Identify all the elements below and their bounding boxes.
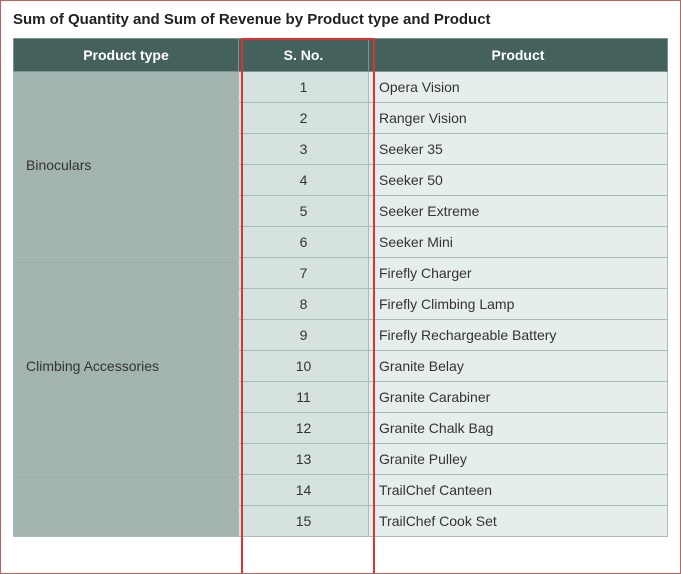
cell-sno: 3 bbox=[239, 134, 369, 165]
table-row: Binoculars1Opera Vision bbox=[14, 72, 668, 103]
cell-product: Firefly Climbing Lamp bbox=[369, 289, 668, 320]
cell-product-type bbox=[14, 475, 239, 537]
col-header-product-type: Product type bbox=[14, 39, 239, 72]
cell-product: Firefly Rechargeable Battery bbox=[369, 320, 668, 351]
cell-product: Seeker 50 bbox=[369, 165, 668, 196]
cell-product: Ranger Vision bbox=[369, 103, 668, 134]
cell-product: TrailChef Cook Set bbox=[369, 506, 668, 537]
cell-sno: 10 bbox=[239, 351, 369, 382]
col-header-sno: S. No. bbox=[239, 39, 369, 72]
cell-product: Granite Chalk Bag bbox=[369, 413, 668, 444]
cell-sno: 12 bbox=[239, 413, 369, 444]
col-header-product: Product bbox=[369, 39, 668, 72]
table-row: 14TrailChef Canteen bbox=[14, 475, 668, 506]
cell-product: Granite Belay bbox=[369, 351, 668, 382]
report-panel: Sum of Quantity and Sum of Revenue by Pr… bbox=[0, 0, 681, 574]
data-table: Product type S. No. Product Binoculars1O… bbox=[13, 38, 668, 537]
table-header-row: Product type S. No. Product bbox=[14, 39, 668, 72]
cell-sno: 11 bbox=[239, 382, 369, 413]
cell-product-type: Binoculars bbox=[14, 72, 239, 258]
cell-sno: 9 bbox=[239, 320, 369, 351]
table-body: Binoculars1Opera Vision2Ranger Vision3Se… bbox=[14, 72, 668, 537]
cell-sno: 5 bbox=[239, 196, 369, 227]
cell-product: Granite Pulley bbox=[369, 444, 668, 475]
cell-sno: 15 bbox=[239, 506, 369, 537]
cell-product: Granite Carabiner bbox=[369, 382, 668, 413]
cell-sno: 7 bbox=[239, 258, 369, 289]
cell-product: Seeker 35 bbox=[369, 134, 668, 165]
cell-product: Opera Vision bbox=[369, 72, 668, 103]
table-row: Climbing Accessories7Firefly Charger bbox=[14, 258, 668, 289]
table-wrap: Product type S. No. Product Binoculars1O… bbox=[13, 38, 668, 537]
report-title: Sum of Quantity and Sum of Revenue by Pr… bbox=[13, 11, 668, 28]
cell-sno: 4 bbox=[239, 165, 369, 196]
cell-product: Seeker Extreme bbox=[369, 196, 668, 227]
cell-sno: 14 bbox=[239, 475, 369, 506]
cell-sno: 1 bbox=[239, 72, 369, 103]
cell-product: Seeker Mini bbox=[369, 227, 668, 258]
cell-sno: 2 bbox=[239, 103, 369, 134]
cell-product-type: Climbing Accessories bbox=[14, 258, 239, 475]
cell-product: Firefly Charger bbox=[369, 258, 668, 289]
cell-sno: 8 bbox=[239, 289, 369, 320]
cell-sno: 6 bbox=[239, 227, 369, 258]
cell-sno: 13 bbox=[239, 444, 369, 475]
cell-product: TrailChef Canteen bbox=[369, 475, 668, 506]
